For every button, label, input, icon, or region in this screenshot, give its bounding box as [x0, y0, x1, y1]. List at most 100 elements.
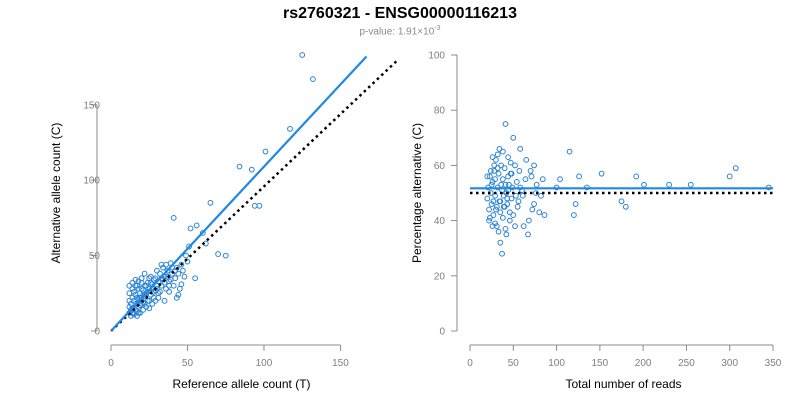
left-data-point: [163, 261, 169, 268]
right-data-point: [510, 134, 517, 141]
left-data-point: [153, 267, 160, 274]
left-data-point: [155, 294, 162, 301]
right-data-point: [502, 225, 509, 232]
left-data-point: [146, 305, 153, 312]
right-data-point: [493, 206, 499, 213]
right-data-point: [496, 145, 503, 152]
right-data-point: [499, 176, 506, 183]
left-data-point: [160, 264, 166, 271]
right-data-point: [488, 181, 495, 188]
right-data-point: [519, 192, 526, 199]
left-data-point: [178, 281, 185, 288]
right-data-point: [493, 156, 499, 163]
right-data-point: [501, 203, 508, 210]
left-data-point: [192, 275, 199, 282]
right-data-point: [527, 168, 534, 174]
left-data-point: [187, 225, 194, 232]
left-data-point: [141, 270, 148, 277]
left-data-point: [172, 275, 179, 282]
left-data-point: [199, 230, 206, 236]
left-data-point: [126, 297, 133, 304]
left-data-point: [167, 276, 174, 283]
right-data-point: [541, 212, 548, 218]
right-data-point: [507, 159, 514, 166]
right-data-point: [498, 162, 505, 169]
right-data-point: [497, 239, 504, 246]
left-data-point: [175, 270, 182, 277]
right-data-point: [523, 156, 530, 163]
left-data-point: [173, 294, 180, 301]
right-data-point: [533, 181, 540, 188]
left-data-point: [287, 126, 293, 132]
left-data-point: [251, 202, 258, 209]
right-data-point: [494, 151, 501, 158]
right-data-point: [506, 181, 512, 188]
right-data-point: [484, 173, 491, 180]
left-y-tick-label: 0: [94, 327, 100, 338]
right-data-point: [687, 181, 694, 188]
left-data-point: [207, 199, 214, 206]
right-data-point: [487, 173, 493, 180]
left-x-tick-label: 0: [108, 358, 114, 369]
right-x-axis-title: Total number of reads: [565, 377, 681, 391]
right-data-point: [484, 195, 491, 202]
right-data-point: [489, 154, 496, 161]
left-data-point: [141, 282, 148, 289]
left-fit-line: [110, 55, 368, 332]
right-x-tick-label: 300: [721, 358, 738, 369]
left-reference-line: [110, 58, 400, 332]
right-data-point: [495, 228, 502, 235]
left-x-tick-label: 100: [256, 358, 273, 369]
right-data-point: [506, 209, 513, 216]
right-data-point: [525, 217, 532, 224]
left-data-point: [141, 300, 148, 307]
right-data-point: [500, 192, 507, 199]
left-data-point: [135, 310, 142, 316]
right-x-tick-label: 100: [548, 358, 565, 369]
right-data-point: [495, 170, 502, 177]
left-data-point: [248, 166, 255, 173]
left-data-point: [256, 202, 263, 209]
right-data-point: [726, 173, 733, 180]
left-x-axis-title: Reference allele count (T): [172, 377, 310, 391]
right-data-point: [525, 231, 531, 238]
right-x-tick-label: 200: [635, 358, 652, 369]
left-data-point: [169, 270, 176, 277]
right-data-point: [502, 181, 509, 188]
left-data-point: [143, 303, 150, 310]
left-data-point: [158, 261, 165, 268]
right-data-point: [493, 203, 500, 210]
left-data-point: [138, 285, 145, 292]
right-data-point: [572, 201, 579, 207]
right-y-tick-label: 100: [428, 51, 445, 62]
right-data-point: [598, 170, 605, 177]
right-data-point: [504, 195, 511, 202]
subtitle: p-value: 1.91×10-3: [0, 25, 800, 37]
left-data-point: [131, 288, 137, 295]
right-y-axis-title: Percentage alternative (C): [410, 123, 424, 263]
right-data-point: [522, 176, 529, 183]
left-data-point: [129, 294, 136, 301]
right-data-point: [499, 148, 506, 155]
left-data-point: [166, 288, 173, 295]
left-y-tick-label: 150: [83, 100, 100, 111]
right-data-point: [503, 231, 510, 238]
left-data-point: [126, 303, 133, 310]
right-data-point: [512, 192, 519, 199]
right-data-point: [622, 203, 629, 210]
right-data-point: [618, 198, 625, 205]
right-data-point: [499, 250, 505, 257]
right-data-point: [497, 209, 504, 216]
left-x-tick-label: 150: [332, 358, 349, 369]
right-data-point: [570, 212, 577, 218]
right-y-tick-label: 20: [434, 271, 446, 282]
right-data-point: [507, 170, 514, 177]
right-data-point: [502, 121, 509, 127]
right-data-point: [494, 165, 501, 172]
left-x-tick-label: 50: [182, 358, 194, 369]
right-data-point: [514, 203, 521, 210]
left-data-point: [129, 279, 136, 286]
left-data-point: [149, 300, 156, 307]
